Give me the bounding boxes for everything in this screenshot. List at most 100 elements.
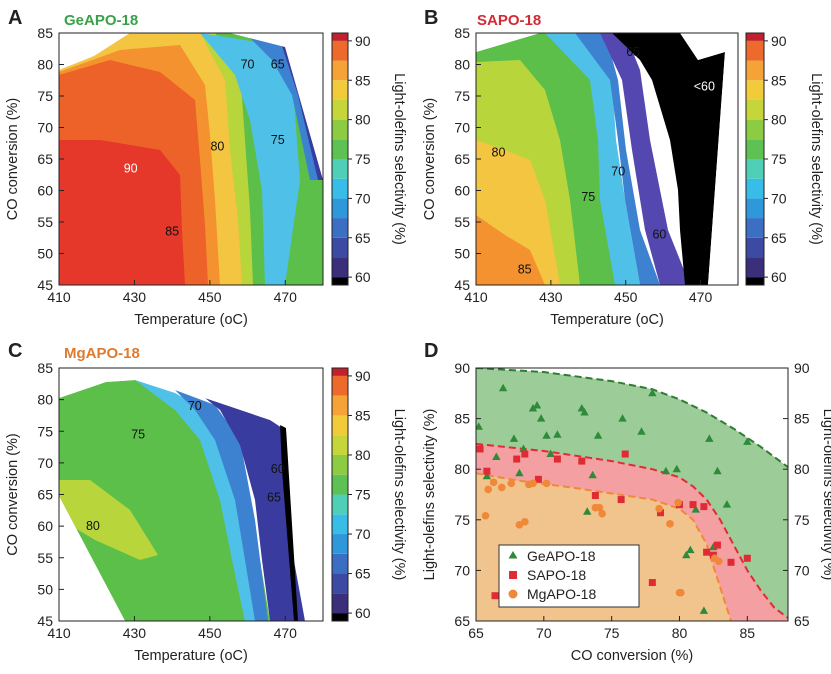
y-axis-label: CO conversion (%): [5, 98, 21, 220]
y-tick-label-80: 80: [37, 392, 53, 408]
colorbar-band-3: [332, 553, 348, 574]
y-tick-label-left-80: 80: [454, 461, 470, 477]
y-axis-label-left: Light-olefins selectivity (%): [422, 409, 438, 581]
point-geapo-18-22: [672, 464, 681, 473]
colorbar-tick-label-65: 65: [355, 566, 371, 582]
y-tick-label-right-85: 85: [794, 411, 810, 427]
panel-a-contour-red: [59, 140, 185, 285]
envelope-line-1: [476, 442, 788, 619]
contour-label-0: 70: [188, 399, 202, 413]
x-tick-label-80: 80: [672, 625, 688, 641]
panel-a-axes: 410 430 450 470 45 50 55 60 65 70 75 80 85 Temperatur…: [5, 25, 297, 328]
point-geapo-18-23: [682, 550, 691, 559]
colorbar-tick-label-90: 90: [355, 368, 371, 384]
panel-d-points: [476, 383, 752, 614]
y-tick-label-75: 75: [454, 88, 470, 104]
colorbar-band-8: [332, 119, 348, 140]
colorbar-label: Light-olefins selectivity (%): [391, 73, 407, 245]
colorbar-band-7: [332, 139, 348, 159]
colorbar-band-2: [332, 237, 348, 258]
point-geapo-18-9: [536, 414, 546, 422]
colorbar-tick-label-80: 80: [771, 112, 787, 128]
y-tick-label-right-70: 70: [794, 562, 810, 578]
panel-c-contour-labels: 70 <60 75 60 65 80: [86, 399, 303, 533]
colorbar-band-10: [332, 415, 348, 436]
colorbar-band-11: [746, 60, 764, 81]
point-mgapo-18-11: [595, 503, 604, 512]
contour-label-4: 70: [241, 58, 255, 72]
panel-a-mask-right: [230, 33, 323, 180]
panel-c-contour-yellow: [59, 480, 158, 560]
point-mgapo-18-16: [666, 520, 674, 528]
panel-b-contour-blue: [575, 33, 660, 285]
point-sapo-18-16: [703, 548, 711, 556]
panel-d-legend: GeAPO-18 SAPO-18 MgAPO-18: [498, 544, 640, 608]
colorbar-tick-label-60: 60: [355, 269, 371, 285]
colorbar-band-6: [746, 159, 764, 179]
x-tick-label-430: 430: [539, 289, 563, 305]
colorbar-band-4: [332, 534, 348, 554]
panel-c-mask: [59, 368, 150, 398]
colorbar-band-10: [746, 80, 764, 100]
legend-geapo-label: GeAPO-18: [527, 548, 596, 564]
point-geapo-18-27: [705, 434, 714, 442]
contour-label-0: 90: [124, 161, 138, 175]
contour-label-2: 75: [131, 427, 145, 441]
colorbar-tick-label-75: 75: [355, 487, 371, 503]
y-tick-label-50: 50: [454, 246, 470, 262]
x-tick-label-430: 430: [123, 625, 147, 641]
panel-c-axes: 410 430 450 470 45 50 55 60 65 70 75 80 85 Temperatur…: [5, 360, 297, 664]
colorbar-tick-label-85: 85: [355, 72, 371, 88]
point-geapo-18-16: [588, 470, 597, 479]
colorbar-tick-label-65: 65: [771, 230, 787, 246]
colorbar-band-4: [332, 198, 348, 219]
point-sapo-18-20: [743, 554, 751, 562]
contour-label-1: <60: [282, 405, 303, 419]
point-mgapo-18-8: [529, 479, 537, 488]
colorbar-band-13: [332, 368, 348, 376]
y-tick-label-right-65: 65: [794, 613, 810, 629]
point-mgapo-18-1: [484, 485, 493, 494]
point-geapo-18-21: [661, 466, 671, 475]
point-mgapo-18-21: [715, 557, 723, 566]
contour-label-1: 85: [165, 224, 179, 238]
panel-c-contour-blue: [175, 390, 268, 621]
x-axis-label: Temperature (oC): [550, 312, 664, 328]
colorbar-band-12: [746, 40, 764, 61]
panel-b-contour-indigo: [600, 33, 690, 285]
point-geapo-18-31: [743, 437, 752, 445]
point-geapo-18-17: [593, 431, 603, 439]
y-tick-label-70: 70: [37, 455, 53, 471]
y-tick-label-left-75: 75: [454, 512, 470, 528]
contour-label-4: 75: [581, 190, 595, 204]
x-tick-label-410: 410: [47, 289, 71, 305]
colorbar-label: Light-olefins selectivity (%): [808, 73, 824, 245]
y-tick-label-45: 45: [454, 277, 470, 293]
point-geapo-18-5: [515, 468, 524, 477]
legend-sapo-label: SAPO-18: [527, 567, 586, 583]
colorbar-band-11: [332, 60, 348, 81]
y-axis-label: CO conversion (%): [422, 98, 438, 220]
y-tick-label-70: 70: [37, 120, 53, 136]
point-mgapo-18-17: [674, 498, 682, 507]
point-geapo-18-20: [648, 388, 657, 397]
point-sapo-18-14: [689, 501, 697, 509]
x-tick-label-450: 450: [614, 289, 638, 305]
panel-c-contour-indigo: [205, 398, 305, 621]
y-tick-label-left-70: 70: [454, 562, 470, 578]
point-geapo-18-19: [637, 427, 646, 435]
colorbar-band-13: [332, 33, 348, 41]
point-geapo-18-8: [532, 400, 542, 409]
contour-label-6: 85: [518, 262, 532, 276]
panel-a-contour-labels: 90 85 80 75 70 65: [124, 58, 285, 239]
point-sapo-18-0: [476, 445, 484, 453]
point-geapo-18-6: [519, 444, 528, 452]
y-tick-label-45: 45: [37, 613, 53, 629]
contour-label-5: 60: [652, 228, 666, 242]
panel-b-contour-cyan: [545, 33, 640, 285]
colorbar-band-12: [332, 375, 348, 396]
panel-c: C MgAPO-18 410 430 450 470 45 50 55 60 65 70 75 80 8…: [5, 340, 407, 664]
panel-b-colorbar: 60 65 70 75 80 85 90 Light-olefins selectivity …: [745, 32, 824, 286]
colorbar-tick-label-60: 60: [355, 605, 371, 621]
